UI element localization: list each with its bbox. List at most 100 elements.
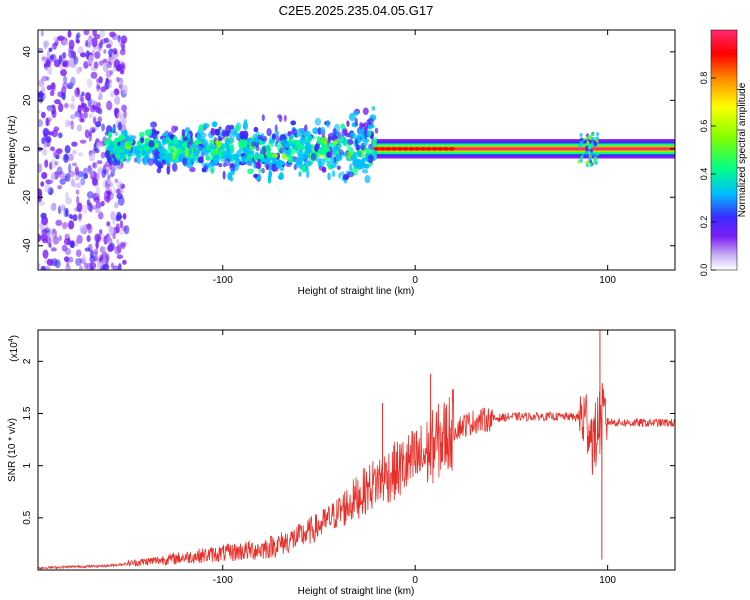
noise-blob bbox=[43, 40, 50, 48]
noise-blob bbox=[70, 51, 77, 59]
noise-blob bbox=[84, 247, 91, 252]
noise-blob bbox=[91, 37, 98, 48]
band-blob bbox=[148, 147, 153, 154]
band-blob bbox=[362, 107, 369, 115]
colorbar-tick-label: 0.0 bbox=[699, 264, 709, 277]
disturbance-blob bbox=[591, 132, 594, 137]
spectrogram-ticks: -100 0 100 -40 -20 0 20 40 bbox=[22, 30, 675, 286]
band-blob bbox=[134, 157, 138, 163]
noise-blob bbox=[42, 249, 49, 259]
noise-blob bbox=[95, 186, 100, 197]
noise-blob bbox=[38, 94, 44, 104]
noise-blob bbox=[46, 117, 52, 122]
noise-blob bbox=[69, 114, 76, 120]
noise-blob bbox=[79, 118, 85, 123]
noise-blob bbox=[45, 179, 53, 185]
noise-blob bbox=[120, 39, 125, 50]
noise-blob bbox=[65, 191, 69, 200]
band-blob bbox=[346, 120, 350, 127]
band-blob bbox=[217, 136, 223, 142]
noise-blob bbox=[64, 102, 69, 109]
noise-blob bbox=[103, 190, 111, 200]
noise-blob bbox=[58, 235, 62, 242]
noise-blob bbox=[50, 172, 56, 181]
line-dash bbox=[379, 147, 386, 151]
noise-blob bbox=[90, 71, 98, 79]
band-blob bbox=[301, 165, 307, 173]
noise-blob bbox=[38, 79, 44, 85]
noise-blob bbox=[112, 217, 116, 225]
x-tick-label: 0 bbox=[412, 575, 418, 586]
band-blob bbox=[153, 130, 160, 135]
band-blob bbox=[193, 141, 198, 145]
band-blob bbox=[225, 130, 230, 137]
noise-blob bbox=[92, 116, 97, 125]
noise-blob bbox=[71, 95, 76, 103]
band-blob bbox=[110, 150, 117, 156]
band-blob bbox=[150, 121, 158, 128]
noise-blob bbox=[40, 265, 46, 270]
band-blob bbox=[210, 144, 217, 150]
band-blob bbox=[148, 140, 155, 148]
noise-blob bbox=[83, 173, 88, 180]
band-blob bbox=[258, 153, 265, 160]
band-blob bbox=[359, 121, 363, 130]
noise-blob bbox=[75, 189, 80, 195]
y-tick-label: 40 bbox=[22, 46, 33, 58]
noise-blob bbox=[88, 113, 93, 119]
band-blob bbox=[261, 146, 267, 155]
noise-blob bbox=[91, 105, 96, 110]
band-blob bbox=[171, 163, 178, 172]
noise-blob bbox=[86, 78, 93, 88]
noise-blob bbox=[105, 188, 113, 196]
noise-blob bbox=[58, 54, 63, 65]
noise-blob bbox=[67, 153, 74, 162]
band-blob bbox=[125, 158, 130, 163]
noise-blob bbox=[83, 30, 90, 36]
band-blob bbox=[342, 174, 350, 180]
band-blob bbox=[340, 171, 345, 176]
band-blob bbox=[209, 139, 214, 145]
band-blob bbox=[131, 135, 137, 140]
snr-panel: -100 0 100 0.5 1 1.5 2 Height of straight line… bbox=[7, 329, 676, 597]
band-blob bbox=[327, 172, 331, 181]
noise-blob bbox=[99, 254, 104, 261]
band-blob bbox=[157, 162, 161, 169]
noise-blob bbox=[119, 48, 126, 56]
noise-blob bbox=[70, 178, 76, 187]
noise-blob bbox=[45, 117, 49, 127]
noise-blob bbox=[70, 103, 75, 110]
noise-blob bbox=[61, 244, 68, 252]
band-blob bbox=[156, 168, 162, 174]
disturbance-blob bbox=[588, 157, 592, 161]
noise-blob bbox=[105, 254, 109, 265]
noise-blob bbox=[50, 203, 56, 212]
noise-blob bbox=[107, 178, 111, 185]
noise-blob bbox=[42, 148, 48, 156]
noise-blob bbox=[96, 160, 103, 165]
line-dash bbox=[402, 147, 409, 151]
noise-blob bbox=[84, 106, 90, 113]
band-blob bbox=[314, 117, 322, 126]
band-blob bbox=[353, 133, 358, 141]
noise-blob bbox=[49, 54, 55, 60]
noise-blob bbox=[74, 87, 81, 98]
band-blob bbox=[201, 139, 209, 146]
band-blob bbox=[359, 162, 365, 170]
disturbance-blob bbox=[591, 136, 595, 141]
noise-blob bbox=[97, 211, 104, 220]
band-blob bbox=[177, 147, 183, 155]
line-dash bbox=[448, 147, 455, 151]
noise-blob bbox=[96, 141, 101, 149]
noise-blob bbox=[57, 35, 65, 41]
noise-blob bbox=[95, 172, 100, 181]
band-blob bbox=[174, 155, 179, 163]
noise-blob bbox=[104, 81, 111, 90]
noise-blob bbox=[41, 55, 46, 63]
noise-blob bbox=[68, 163, 72, 174]
band-blob bbox=[151, 127, 156, 133]
noise-blob bbox=[57, 171, 65, 179]
noise-blob bbox=[62, 222, 68, 228]
noise-blob bbox=[43, 227, 51, 233]
band-blob bbox=[109, 141, 114, 149]
